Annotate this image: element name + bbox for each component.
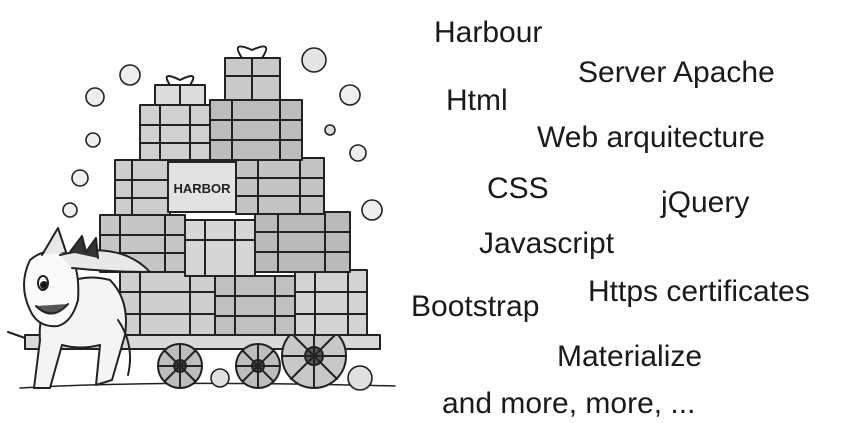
crate [114, 159, 171, 216]
crate [184, 219, 256, 277]
cart-wheel [281, 323, 347, 389]
keyword-css: CSS [487, 172, 549, 205]
gift-box [154, 75, 206, 106]
keyword-harbour: Harbour [434, 16, 543, 49]
crate [214, 275, 296, 336]
keyword-and-more: and more, more, ... [442, 387, 696, 420]
gift-box [224, 45, 281, 101]
keyword-server-apache: Server Apache [578, 56, 775, 89]
candy-decoration [62, 47, 383, 391]
crate [209, 99, 303, 161]
cart-wheel [235, 343, 281, 389]
keyword-javascript: Javascript [479, 227, 615, 260]
crate [254, 211, 351, 273]
keyword-html: Html [446, 84, 508, 117]
crate [139, 104, 211, 161]
crate [294, 269, 368, 336]
keyword-jquery: jQuery [661, 186, 750, 219]
donkey [23, 227, 151, 389]
donkey-cart-illustration: HARBOR [7, 45, 396, 391]
keyword-materialize: Materialize [557, 340, 703, 373]
harbor-crate-label: HARBOR [173, 181, 231, 196]
cart-wheel [157, 343, 203, 389]
crate [119, 271, 216, 336]
keyword-https-certificates: Https certificates [588, 275, 810, 308]
keyword-web-architecture: Web arquitecture [537, 121, 765, 154]
keyword-bootstrap: Bootstrap [411, 290, 540, 323]
crate [235, 157, 325, 215]
